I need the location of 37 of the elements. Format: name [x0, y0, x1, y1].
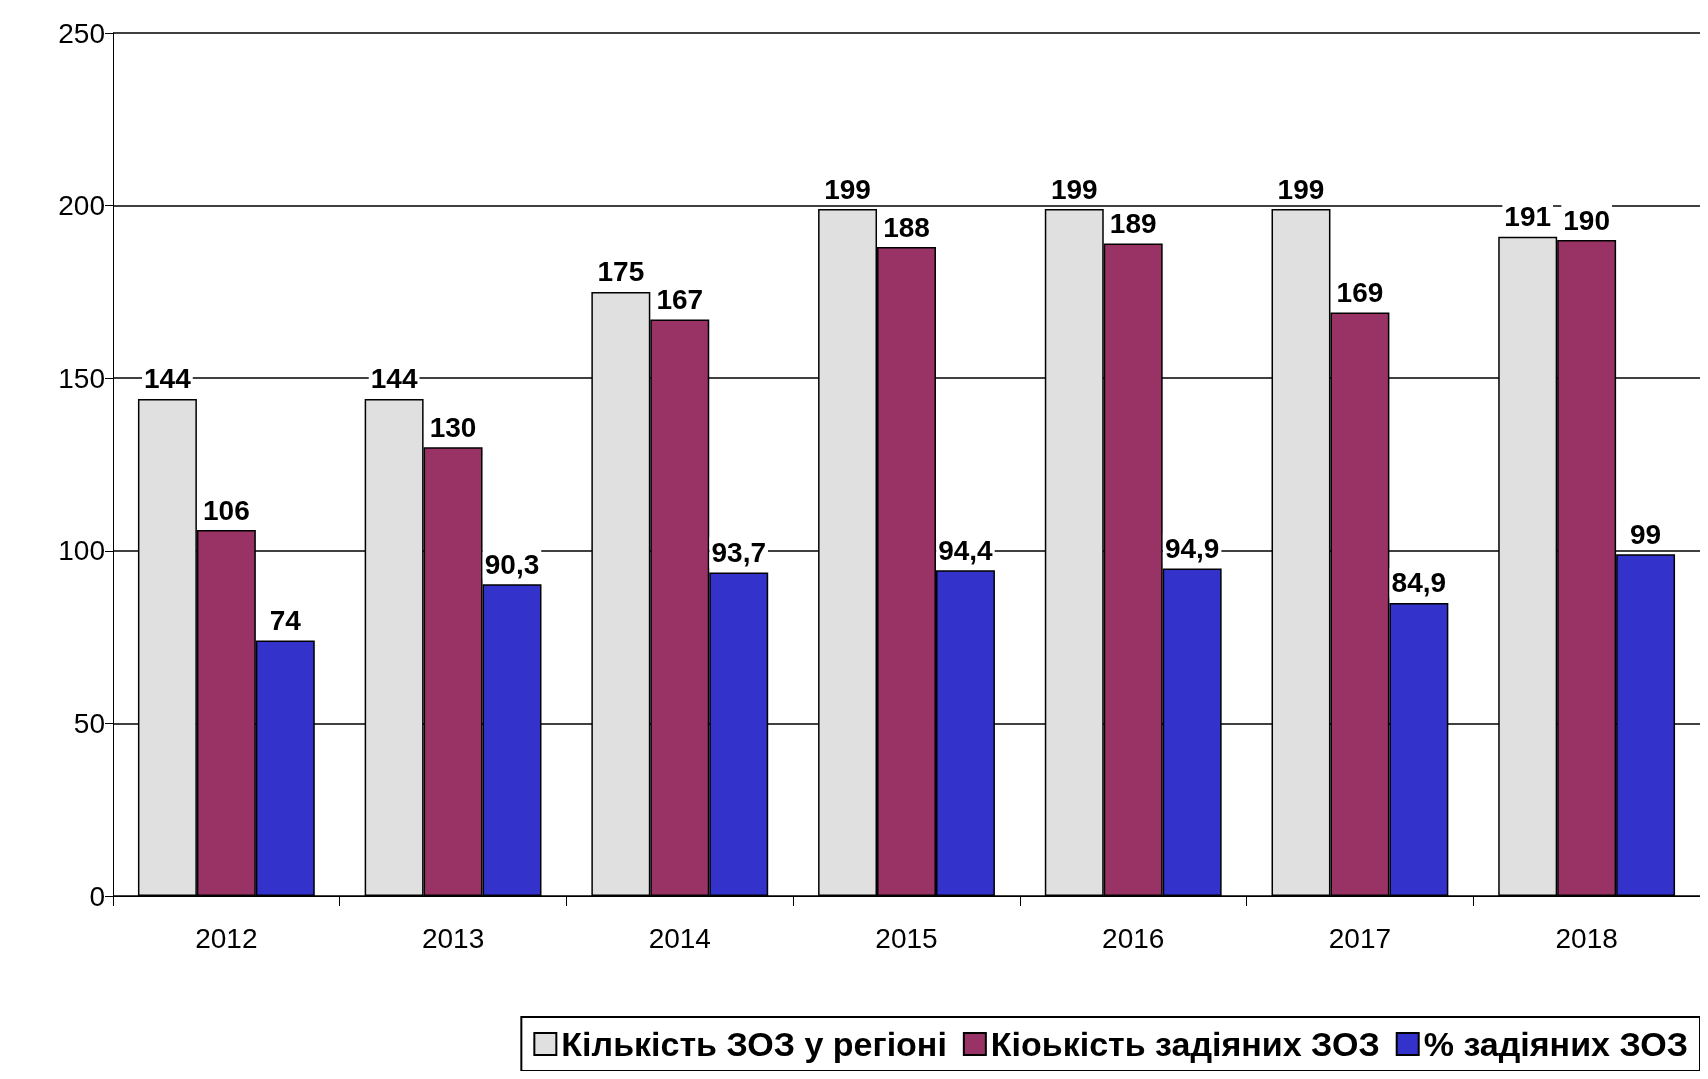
data-label: 94,9 — [1164, 532, 1220, 564]
data-label: 130 — [429, 411, 477, 443]
x-tick-label: 2017 — [1328, 922, 1392, 954]
data-label: 99 — [1630, 518, 1662, 550]
x-tick-label: 2015 — [875, 922, 938, 954]
x-tick-label: 2012 — [195, 922, 258, 954]
data-label: 199 — [1050, 173, 1098, 205]
data-label: 84,9 — [1391, 567, 1447, 599]
data-label: 191 — [1504, 201, 1552, 233]
data-label: 167 — [656, 284, 704, 316]
y-tick-label: 50 — [73, 707, 105, 739]
y-tick-label: 250 — [58, 17, 105, 49]
x-tick-label: 2016 — [1102, 922, 1165, 954]
legend-label: Кіoькість задіяних ЗОЗ — [990, 1025, 1380, 1063]
y-tick-label: 100 — [58, 535, 105, 567]
data-label: 93,7 — [711, 537, 766, 569]
y-tick-label: 150 — [58, 362, 105, 394]
data-label: 106 — [203, 494, 250, 526]
data-label: 199 — [1277, 173, 1325, 205]
legend-label: % задіяних ЗОЗ — [1423, 1025, 1688, 1063]
data-label: 90,3 — [484, 548, 540, 580]
legend-label: Кількість ЗОЗ у регіоні — [561, 1025, 947, 1063]
y-tick-label: 0 — [89, 880, 105, 912]
y-tick-label: 200 — [58, 190, 105, 222]
data-label: 144 — [144, 363, 192, 395]
data-label: 169 — [1336, 277, 1384, 309]
data-label: 144 — [370, 363, 418, 395]
data-label: 94,4 — [938, 534, 994, 566]
x-tick-label: 2014 — [648, 922, 711, 954]
data-label: 175 — [597, 256, 645, 288]
data-label: 74 — [269, 605, 302, 637]
data-label: 189 — [1109, 208, 1157, 240]
data-label: 188 — [883, 211, 930, 243]
data-label: 190 — [1563, 204, 1610, 236]
data-label: 199 — [824, 173, 871, 205]
x-tick-label: 2018 — [1555, 922, 1618, 954]
x-tick-label: 2013 — [421, 922, 485, 954]
